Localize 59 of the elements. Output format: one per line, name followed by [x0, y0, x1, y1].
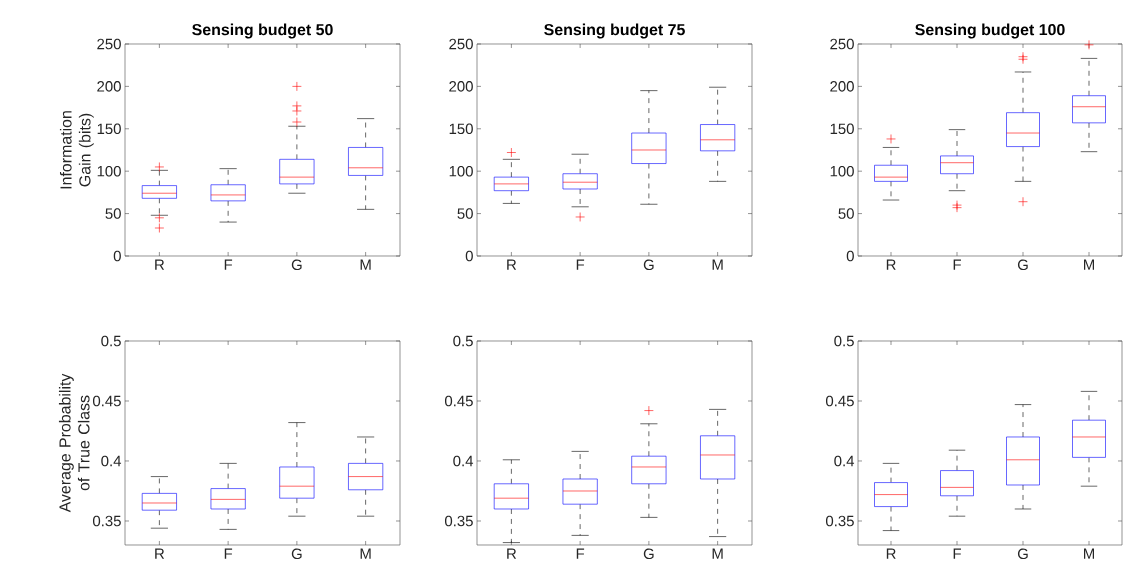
- y-tick-label: 250: [449, 38, 473, 50]
- x-tick-label: M: [1084, 548, 1094, 559]
- x-tick-label: R: [886, 548, 896, 559]
- y-tick-label: 0.35: [92, 515, 121, 527]
- y-tick-label: 100: [97, 165, 121, 177]
- y-tick-label: 0.5: [101, 335, 121, 347]
- chart-title: Sensing budget 100: [915, 23, 1065, 39]
- x-tick-label: M: [712, 259, 723, 270]
- x-tick-label: M: [360, 548, 371, 559]
- y-tick-label: 0.5: [834, 335, 854, 347]
- y-tick-label: 150: [449, 123, 473, 135]
- y-tick-label: 100: [449, 165, 473, 177]
- y-tick-label: 50: [105, 208, 121, 219]
- x-tick-label: F: [953, 548, 961, 559]
- y-tick-label: 0.5: [453, 335, 473, 347]
- x-tick-label: F: [224, 259, 233, 270]
- y-tick-label: 100: [830, 165, 854, 177]
- y-tick-label: 0: [113, 250, 121, 262]
- y-axis-title: Average Probability of True Class: [58, 373, 90, 513]
- y-tick-label: 250: [830, 38, 854, 50]
- x-tick-label: G: [643, 548, 654, 560]
- y-tick-label: 0.35: [825, 515, 854, 527]
- y-tick-label: 0: [846, 250, 854, 262]
- x-tick-label: F: [576, 548, 585, 559]
- x-tick-label: G: [1017, 548, 1028, 560]
- y-tick-label: 0.45: [825, 395, 854, 407]
- x-tick-label: R: [886, 259, 896, 270]
- x-tick-label: R: [155, 548, 165, 559]
- y-tick-label: 0.45: [444, 395, 473, 407]
- y-tick-label: 50: [838, 208, 854, 219]
- y-tick-label: 250: [97, 38, 121, 50]
- y-axis-title: Information Gain (bits): [59, 111, 94, 189]
- chart-title: Sensing budget 75: [544, 23, 685, 39]
- x-tick-label: F: [576, 259, 585, 270]
- x-tick-label: G: [643, 259, 654, 271]
- x-tick-label: R: [507, 259, 517, 270]
- x-tick-label: M: [1084, 259, 1094, 270]
- x-tick-label: M: [712, 548, 723, 559]
- y-tick-label: 200: [449, 81, 473, 92]
- y-tick-label: 0.4: [834, 455, 855, 467]
- y-tick-label: 0: [465, 250, 473, 262]
- x-tick-label: M: [360, 259, 371, 270]
- x-tick-label: F: [953, 259, 961, 270]
- y-tick-label: 200: [830, 81, 854, 92]
- y-tick-label: 150: [830, 123, 854, 135]
- x-tick-label: G: [291, 548, 302, 560]
- x-tick-label: R: [507, 548, 517, 559]
- chart-title: Sensing budget 50: [192, 23, 333, 39]
- y-tick-label: 150: [97, 123, 121, 135]
- y-tick-label: 50: [457, 208, 473, 219]
- x-tick-label: G: [1017, 259, 1028, 271]
- y-tick-label: 0.4: [453, 455, 474, 467]
- y-tick-label: 0.45: [92, 395, 121, 407]
- x-tick-label: F: [224, 548, 233, 559]
- x-tick-label: G: [291, 259, 302, 271]
- y-tick-label: 0.4: [101, 455, 122, 467]
- x-tick-label: R: [155, 259, 165, 270]
- y-tick-label: 0.35: [444, 515, 473, 527]
- y-tick-label: 200: [97, 81, 121, 92]
